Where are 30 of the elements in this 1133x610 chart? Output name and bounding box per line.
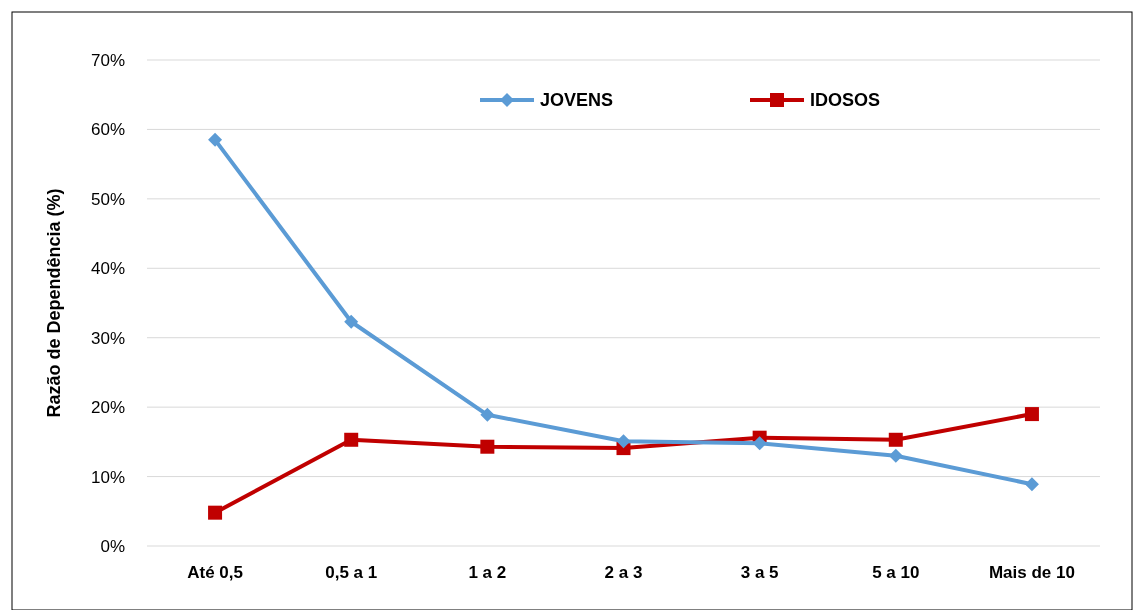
point bbox=[1024, 407, 1039, 422]
point bbox=[616, 434, 631, 449]
y-tick-label: 40% bbox=[90, 259, 125, 279]
x-tick-label: 5 a 10 bbox=[872, 563, 920, 582]
legend-label: IDOSOS bbox=[810, 90, 881, 111]
point bbox=[344, 314, 359, 329]
y-tick-label: 0% bbox=[100, 536, 125, 556]
y-tick-label: 20% bbox=[90, 398, 125, 418]
legend-label: JOVENS bbox=[540, 90, 614, 111]
y-tick-label: 30% bbox=[90, 328, 125, 348]
x-tick-label: 2 a 3 bbox=[604, 563, 643, 582]
x-tick-label: 3 a 5 bbox=[740, 563, 779, 582]
point bbox=[480, 407, 495, 422]
x-tick-label: Mais de 10 bbox=[988, 563, 1075, 582]
point bbox=[1024, 477, 1039, 492]
point bbox=[888, 432, 903, 447]
x-tick-label: Até 0,5 bbox=[187, 563, 243, 582]
point bbox=[208, 132, 223, 147]
y-axis-title: Razão de Dependência (%) bbox=[44, 188, 64, 418]
point bbox=[480, 439, 495, 454]
y-tick-label: 50% bbox=[90, 189, 125, 209]
x-tick-label: 0,5 a 1 bbox=[325, 563, 378, 582]
y-tick-label: 10% bbox=[90, 467, 125, 487]
point bbox=[752, 436, 767, 451]
y-tick-label: 70% bbox=[90, 50, 125, 70]
x-tick-label: 1 a 2 bbox=[468, 563, 507, 582]
point bbox=[888, 448, 903, 463]
y-tick-label: 60% bbox=[90, 120, 125, 140]
point bbox=[344, 432, 359, 447]
point bbox=[208, 505, 223, 520]
